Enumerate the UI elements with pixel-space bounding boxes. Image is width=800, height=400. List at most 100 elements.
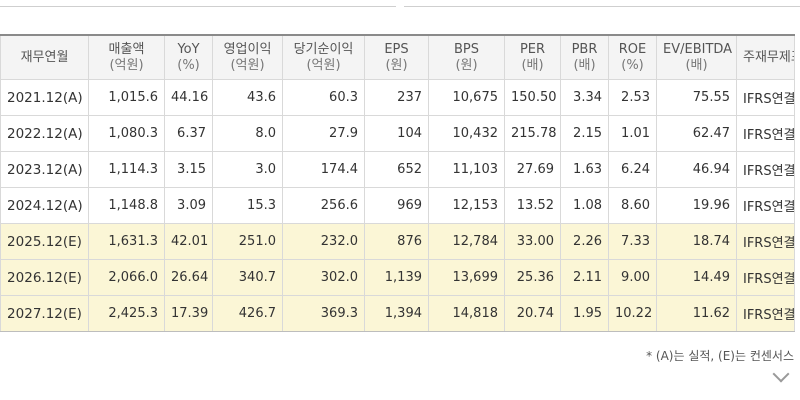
cell-bps: 12,784 <box>428 223 505 260</box>
cell-revenue: 2,425.3 <box>88 295 165 332</box>
cell-operating-profit: 426.7 <box>212 295 283 332</box>
cell-operating-profit: 3.0 <box>212 151 283 188</box>
cell-bps: 12,153 <box>428 187 505 224</box>
top-divider-left <box>0 6 396 7</box>
cell-per: 150.50 <box>504 79 561 116</box>
cell-bps: 14,818 <box>428 295 505 332</box>
cell-yoy: 17.39 <box>164 295 213 332</box>
cell-period: 2022.12(A) <box>0 115 89 152</box>
cell-yoy: 3.09 <box>164 187 213 224</box>
cell-operating-profit: 251.0 <box>212 223 283 260</box>
cell-roe: 10.22 <box>608 295 657 332</box>
cell-pbr: 1.63 <box>560 151 609 188</box>
cell-yoy: 42.01 <box>164 223 213 260</box>
table-row: 2025.12(E) 1,631.3 42.01 251.0 232.0 876 12,78… <box>0 223 795 260</box>
header-net-income: 당기순이익 (억원) <box>282 34 365 80</box>
cell-statement-type: IFRS연결 <box>736 115 795 152</box>
cell-eps: 1,139 <box>364 259 429 296</box>
footnote: * (A)는 실적, (E)는 컨센서스 <box>646 349 794 363</box>
cell-eps: 1,394 <box>364 295 429 332</box>
cell-net-income: 369.3 <box>282 295 365 332</box>
cell-eps: 876 <box>364 223 429 260</box>
table-row: 2026.12(E) 2,066.0 26.64 340.7 302.0 1,139 13,… <box>0 259 795 296</box>
cell-statement-type: IFRS연결 <box>736 223 795 260</box>
chevron-down-icon[interactable] <box>772 365 790 383</box>
cell-yoy: 6.37 <box>164 115 213 152</box>
cell-pbr: 2.11 <box>560 259 609 296</box>
cell-net-income: 232.0 <box>282 223 365 260</box>
table-row: 2022.12(A) 1,080.3 6.37 8.0 27.9 104 10,432 215… <box>0 115 795 152</box>
cell-bps: 13,699 <box>428 259 505 296</box>
cell-operating-profit: 340.7 <box>212 259 283 296</box>
cell-period: 2026.12(E) <box>0 259 89 296</box>
header-period: 재무연월 <box>0 34 89 80</box>
cell-statement-type: IFRS연결 <box>736 259 795 296</box>
cell-revenue: 1,148.8 <box>88 187 165 224</box>
cell-period: 2027.12(E) <box>0 295 89 332</box>
header-operating-profit: 영업이익 (억원) <box>212 34 283 80</box>
header-statement-type: 주재무제표 <box>736 34 795 80</box>
header-bps: BPS (원) <box>428 34 505 80</box>
table-body: 2021.12(A) 1,015.6 44.16 43.6 60.3 237 10,675 1… <box>0 79 795 332</box>
table-row: 2021.12(A) 1,015.6 44.16 43.6 60.3 237 10,675 1… <box>0 79 795 116</box>
cell-statement-type: IFRS연결 <box>736 295 795 332</box>
cell-period: 2024.12(A) <box>0 187 89 224</box>
cell-revenue: 1,631.3 <box>88 223 165 260</box>
cell-per: 13.52 <box>504 187 561 224</box>
cell-pbr: 2.26 <box>560 223 609 260</box>
cell-bps: 10,432 <box>428 115 505 152</box>
header-row: 재무연월 매출액 (억원) YoY (%) 영업이익 (억원) 당기순이익 (억원) E… <box>0 34 795 80</box>
cell-revenue: 1,114.3 <box>88 151 165 188</box>
cell-period: 2023.12(A) <box>0 151 89 188</box>
financial-summary-table: 재무연월 매출액 (억원) YoY (%) 영업이익 (억원) 당기순이익 (억원) E… <box>0 34 795 332</box>
cell-roe: 1.01 <box>608 115 657 152</box>
cell-eps: 237 <box>364 79 429 116</box>
cell-revenue: 1,080.3 <box>88 115 165 152</box>
cell-per: 33.00 <box>504 223 561 260</box>
cell-operating-profit: 43.6 <box>212 79 283 116</box>
cell-pbr: 3.34 <box>560 79 609 116</box>
cell-ev-ebitda: 62.47 <box>656 115 737 152</box>
cell-per: 27.69 <box>504 151 561 188</box>
header-pbr: PBR (배) <box>560 34 609 80</box>
cell-statement-type: IFRS연결 <box>736 79 795 116</box>
cell-revenue: 2,066.0 <box>88 259 165 296</box>
top-divider-right <box>404 6 800 7</box>
cell-net-income: 302.0 <box>282 259 365 296</box>
header-ev-ebitda: EV/EBITDA (배) <box>656 34 737 80</box>
cell-revenue: 1,015.6 <box>88 79 165 116</box>
cell-yoy: 26.64 <box>164 259 213 296</box>
cell-roe: 2.53 <box>608 79 657 116</box>
cell-yoy: 44.16 <box>164 79 213 116</box>
cell-roe: 7.33 <box>608 223 657 260</box>
cell-yoy: 3.15 <box>164 151 213 188</box>
cell-operating-profit: 15.3 <box>212 187 283 224</box>
cell-bps: 10,675 <box>428 79 505 116</box>
cell-ev-ebitda: 46.94 <box>656 151 737 188</box>
cell-net-income: 256.6 <box>282 187 365 224</box>
cell-roe: 6.24 <box>608 151 657 188</box>
cell-net-income: 27.9 <box>282 115 365 152</box>
cell-pbr: 2.15 <box>560 115 609 152</box>
cell-per: 20.74 <box>504 295 561 332</box>
header-revenue: 매출액 (억원) <box>88 34 165 80</box>
header-eps: EPS (원) <box>364 34 429 80</box>
cell-per: 215.78 <box>504 115 561 152</box>
cell-period: 2021.12(A) <box>0 79 89 116</box>
cell-statement-type: IFRS연결 <box>736 151 795 188</box>
cell-pbr: 1.08 <box>560 187 609 224</box>
cell-ev-ebitda: 75.55 <box>656 79 737 116</box>
header-roe: ROE (%) <box>608 34 657 80</box>
table-row: 2027.12(E) 2,425.3 17.39 426.7 369.3 1,394 14,… <box>0 295 795 332</box>
cell-net-income: 60.3 <box>282 79 365 116</box>
cell-eps: 104 <box>364 115 429 152</box>
header-yoy: YoY (%) <box>164 34 213 80</box>
cell-net-income: 174.4 <box>282 151 365 188</box>
cell-roe: 9.00 <box>608 259 657 296</box>
cell-ev-ebitda: 14.49 <box>656 259 737 296</box>
cell-eps: 969 <box>364 187 429 224</box>
header-per: PER (배) <box>504 34 561 80</box>
cell-bps: 11,103 <box>428 151 505 188</box>
table-row: 2023.12(A) 1,114.3 3.15 3.0 174.4 652 11,103 27… <box>0 151 795 188</box>
cell-pbr: 1.95 <box>560 295 609 332</box>
